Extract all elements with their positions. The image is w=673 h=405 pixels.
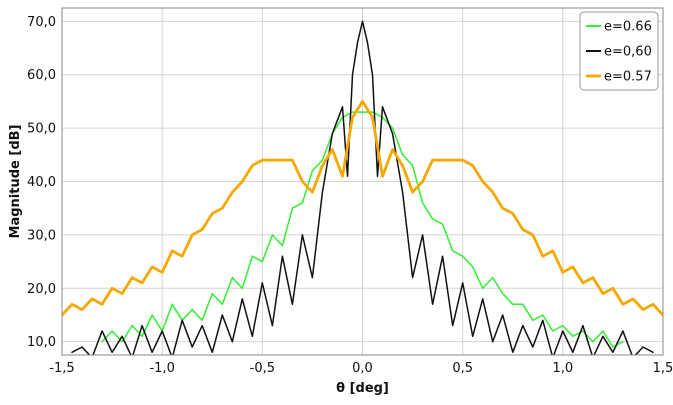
y-axis-ticks: 10,0 20,0 30,0 40,0 50,0 60,0 70,0 [27,15,56,350]
x-tick-label: -1,0 [149,361,174,376]
y-axis-title: Magnitude [dB] [8,125,23,239]
y-tick-label: 30,0 [27,228,56,243]
y-tick-label: 10,0 [27,335,56,350]
y-tick-label: 60,0 [27,68,56,83]
legend-label: e=0,60 [604,45,652,60]
legend-label: e=0.57 [604,70,652,85]
x-tick-label: -1,5 [49,361,74,376]
series-line-3 [62,100,663,317]
x-tick-label: -0,5 [250,361,275,376]
legend-items: e=0.66 e=0,60 e=0.57 [586,20,652,85]
y-tick-label: 50,0 [27,122,56,137]
plot-frame [61,7,664,356]
y-tick-label: 40,0 [27,175,56,190]
series-line-1 [101,111,624,348]
legend-box [579,11,659,91]
x-tick-label: 0,5 [452,361,473,376]
legend: e=0.66 e=0,60 e=0.57 [579,11,659,91]
x-tick-label: 1,0 [552,361,573,376]
series-line-2 [71,20,654,355]
y-tick-label: 70,0 [27,15,56,30]
y-tick-label: 20,0 [27,282,56,297]
x-tick-label: 0,0 [352,361,373,376]
x-tick-label: 1,5 [653,361,673,376]
x-axis-ticks: -1,5 -1,0 -0,5 0,0 0,5 1,0 1,5 [49,361,673,376]
legend-label: e=0.66 [604,20,652,35]
x-axis-title: θ [deg] [336,381,389,396]
series-layer [62,20,663,355]
